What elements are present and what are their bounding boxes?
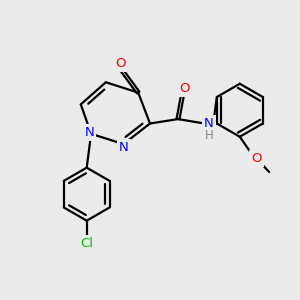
Text: N: N xyxy=(204,117,214,130)
Text: N: N xyxy=(119,141,129,154)
Text: H: H xyxy=(205,129,213,142)
Text: O: O xyxy=(115,57,126,70)
Text: O: O xyxy=(251,152,262,165)
Text: N: N xyxy=(85,126,94,139)
Text: O: O xyxy=(179,82,190,95)
Text: Cl: Cl xyxy=(80,237,93,250)
